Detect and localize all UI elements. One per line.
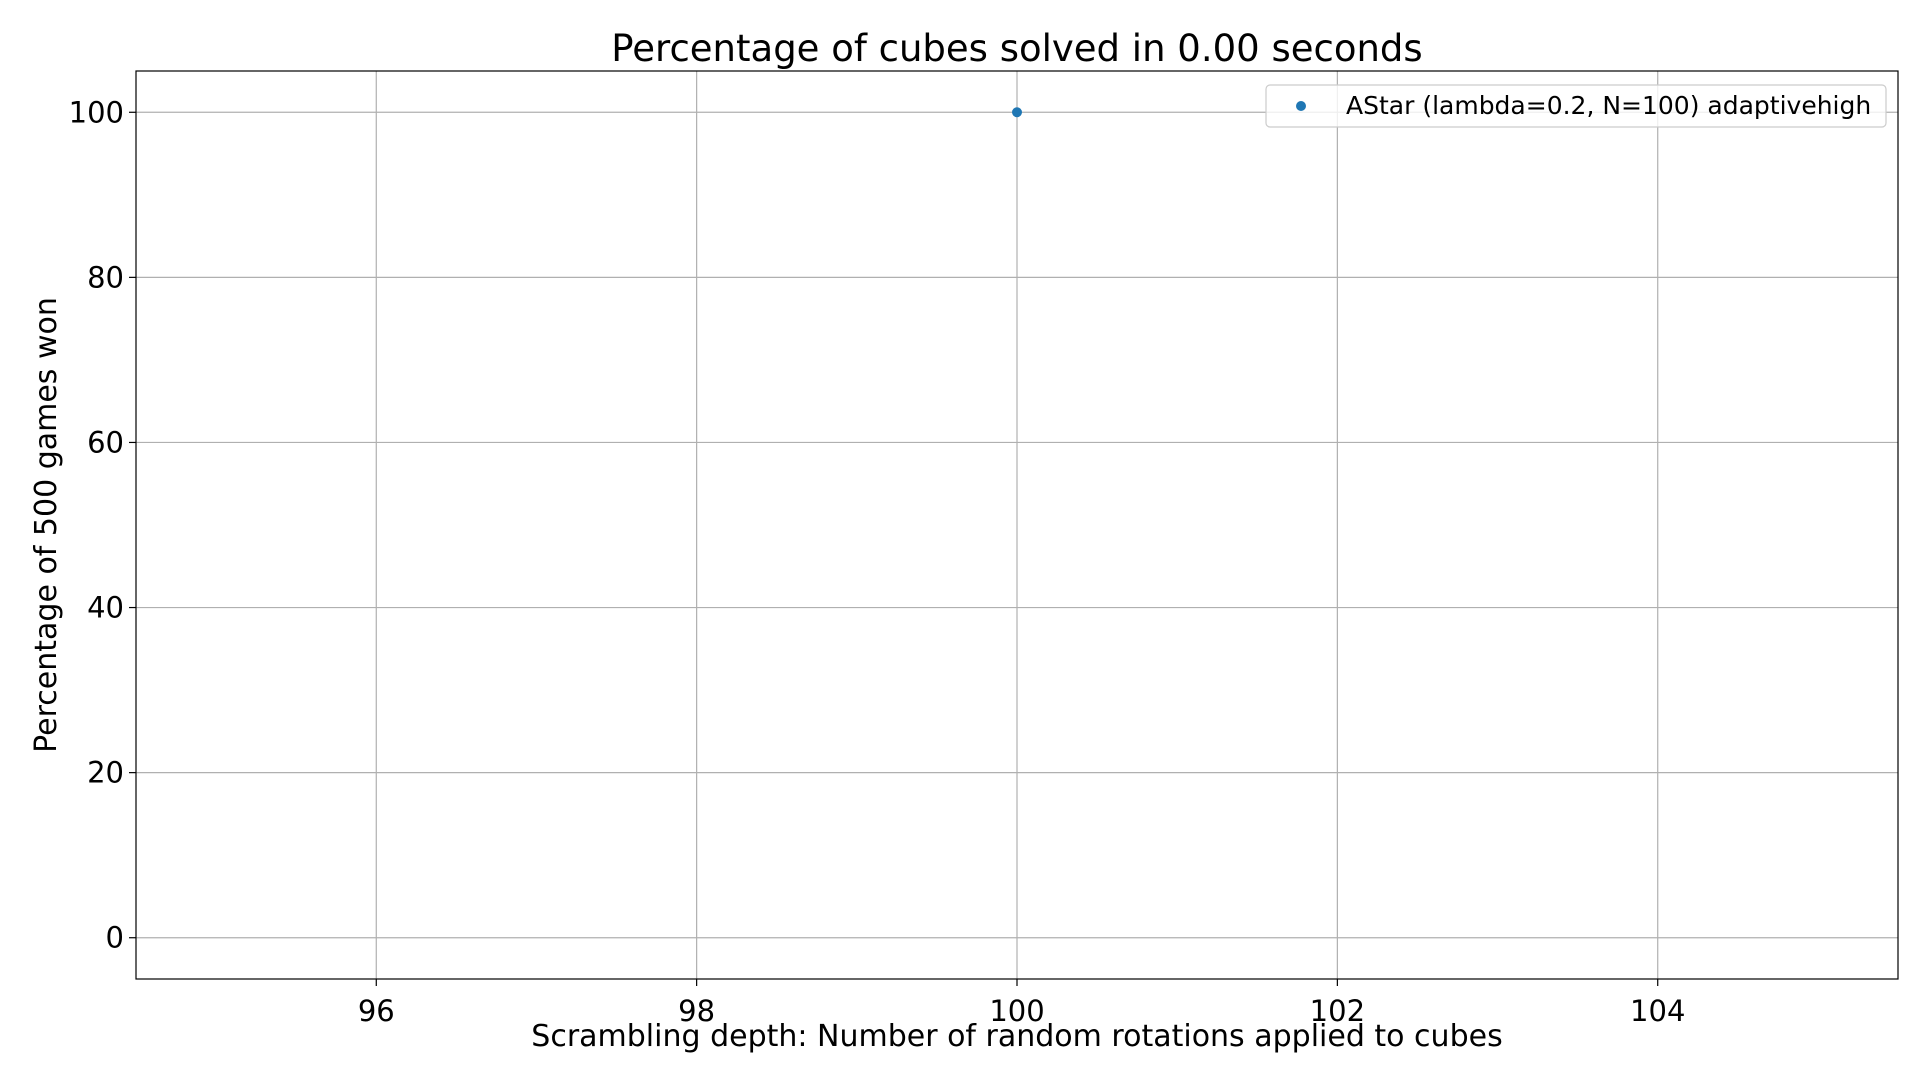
y-tick-label: 100	[69, 95, 124, 129]
ticks-layer: 96 98 100 102 104 0 20 40 60 80 100	[69, 95, 1686, 1028]
legend-marker	[1296, 101, 1306, 111]
y-axis-label: Percentage of 500 games won	[29, 297, 64, 753]
y-tick-label: 40	[87, 591, 124, 625]
x-tick-label: 100	[989, 994, 1044, 1028]
y-tick-label: 60	[87, 425, 124, 459]
x-tick-label: 104	[1630, 994, 1685, 1028]
chart-title: Percentage of cubes solved in 0.00 secon…	[611, 27, 1422, 70]
x-axis-label: Scrambling depth: Number of random rotat…	[531, 1019, 1502, 1054]
legend-entry-label: AStar (lambda=0.2, N=100) adaptivehigh	[1346, 91, 1871, 120]
x-tick-label: 102	[1310, 994, 1365, 1028]
x-tick-label: 96	[358, 994, 395, 1028]
y-tick-label: 80	[87, 260, 124, 294]
legend-box	[1265, 84, 1887, 128]
data-point	[1012, 107, 1022, 118]
legend: AStar (lambda=0.2, N=100) adaptivehigh	[1265, 84, 1887, 128]
grid-layer	[136, 71, 1898, 979]
y-tick-label: 20	[87, 756, 124, 790]
plot-area-frame	[135, 70, 1899, 980]
x-tick-label: 98	[678, 994, 715, 1028]
y-tick-label: 0	[106, 921, 124, 955]
points-layer	[1012, 107, 1022, 118]
